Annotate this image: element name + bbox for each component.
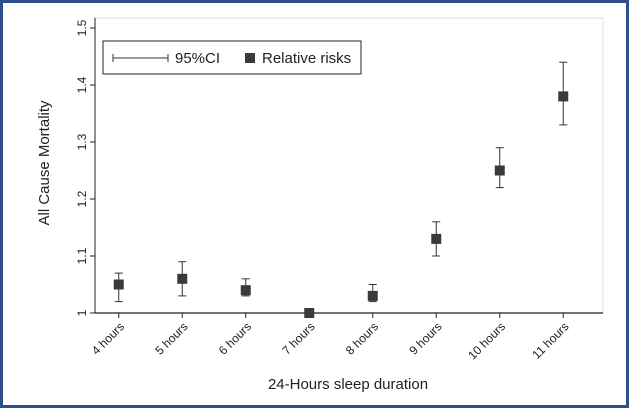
point bbox=[367, 290, 378, 301]
y-tick-label: 1.1 bbox=[75, 247, 89, 264]
legend-label: 95%CI bbox=[175, 50, 220, 67]
point bbox=[304, 308, 315, 318]
y-tick-label: 1.5 bbox=[75, 19, 89, 36]
y-tick-label: 1.4 bbox=[75, 76, 89, 93]
legend-marker bbox=[245, 53, 255, 63]
point bbox=[558, 91, 569, 102]
chart: All Cause Mortality 24-Hours sleep durat… bbox=[36, 17, 604, 393]
point bbox=[177, 273, 188, 284]
legend-label: Relative risks bbox=[262, 50, 351, 67]
x-tick-label: 7 hours bbox=[279, 319, 317, 357]
x-axis-label: 24-Hours sleep duration bbox=[268, 376, 428, 393]
y-tick-label: 1 bbox=[75, 309, 89, 316]
x-tick-label: 6 hours bbox=[216, 319, 254, 357]
x-tick-label: 8 hours bbox=[343, 319, 381, 357]
point bbox=[240, 285, 251, 296]
point bbox=[113, 279, 124, 290]
x-tick-label: 5 hours bbox=[152, 319, 190, 357]
y-tick-label: 1.3 bbox=[75, 133, 89, 150]
x-tick-label: 9 hours bbox=[406, 319, 444, 357]
point bbox=[431, 233, 442, 244]
x-tick-label: 10 hours bbox=[465, 319, 508, 362]
y-axis-label: All Cause Mortality bbox=[36, 100, 53, 226]
x-tick-label: 4 hours bbox=[89, 319, 127, 357]
point bbox=[494, 165, 505, 176]
legend: 95%CI Relative risks bbox=[102, 40, 362, 75]
x-tick-label: 11 hours bbox=[529, 319, 571, 361]
y-tick-label: 1.2 bbox=[75, 190, 89, 207]
